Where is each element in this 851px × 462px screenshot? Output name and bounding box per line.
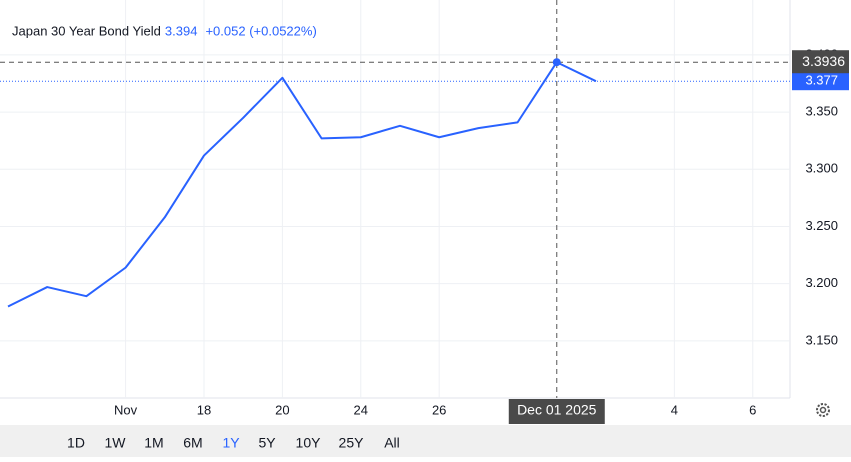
range-button[interactable]: 1Y (222, 435, 240, 451)
y-tick-label: 3.200 (805, 275, 838, 290)
range-button[interactable]: 1W (105, 435, 127, 451)
range-button[interactable]: 1M (144, 435, 163, 451)
y-tick-label: 3.150 (805, 332, 838, 347)
range-button[interactable]: 10Y (296, 435, 322, 451)
range-button[interactable]: All (384, 435, 400, 451)
x-tick-label: Nov (114, 402, 138, 417)
range-button[interactable]: 25Y (339, 435, 365, 451)
price-change: +0.052 (+0.0522%) (205, 23, 316, 38)
x-tick-label: 20 (275, 402, 289, 417)
last-price: 3.394 (165, 23, 198, 38)
crosshair-x-label: Dec 01 2025 (517, 402, 597, 418)
last-value-label: 3.377 (805, 73, 838, 88)
crosshair-y-box (792, 50, 849, 74)
x-tick-label: 18 (197, 402, 211, 417)
line-series (7, 61, 597, 308)
crosshair-x-box (508, 399, 605, 424)
y-tick-label: 3.300 (805, 161, 838, 176)
chart-title: Japan 30 Year Bond Yield (12, 23, 161, 38)
y-tick-label: 3.350 (805, 104, 838, 119)
x-tick-label: 26 (432, 402, 446, 417)
crosshair-point (552, 58, 561, 67)
x-tick-label: 6 (749, 402, 756, 417)
x-tick-label: 4 (671, 402, 678, 417)
x-tick-label: 24 (354, 402, 368, 417)
settings-icon[interactable] (816, 403, 830, 417)
last-value-box (792, 72, 849, 91)
range-button[interactable]: 1D (67, 435, 85, 451)
range-button[interactable]: 6M (183, 435, 202, 451)
toolbar (0, 425, 851, 457)
y-tick-label: 3.250 (805, 218, 838, 233)
range-button[interactable]: 5Y (258, 435, 276, 451)
crosshair-y-label: 3.3936 (802, 53, 845, 69)
